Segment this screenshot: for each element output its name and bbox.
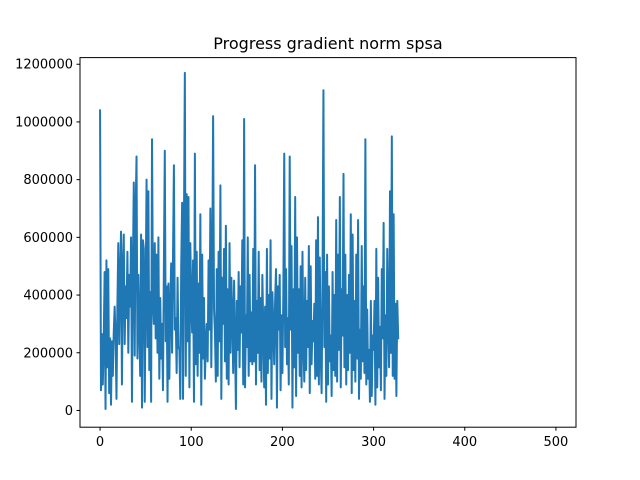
y-tick-label: 800000 (23, 173, 73, 188)
chart-title: Progress gradient norm spsa (213, 34, 442, 53)
x-tick-label: 200 (270, 435, 295, 450)
x-tick-label: 100 (179, 435, 204, 450)
x-tick-label: 0 (96, 435, 104, 450)
x-axis-ticks: 0 100 200 300 400 500 (96, 427, 568, 450)
y-tick-label: 1000000 (15, 115, 73, 130)
x-tick-label: 400 (452, 435, 477, 450)
x-tick-label: 300 (361, 435, 386, 450)
y-tick-label: 600000 (23, 231, 73, 246)
y-tick-label: 400000 (23, 289, 73, 304)
plot-area-frame (79, 57, 577, 428)
y-tick-label: 1200000 (15, 58, 73, 73)
y-tick-label: 0 (65, 404, 73, 419)
x-tick-label: 500 (544, 435, 569, 450)
series-line-gradient-norm (99, 71, 400, 411)
y-tick-label: 200000 (23, 346, 73, 361)
y-axis-ticks: 0 200000 400000 600000 800000 1000000 1200000 (15, 58, 80, 419)
